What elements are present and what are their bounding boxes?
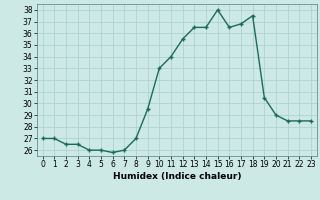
X-axis label: Humidex (Indice chaleur): Humidex (Indice chaleur): [113, 172, 241, 181]
